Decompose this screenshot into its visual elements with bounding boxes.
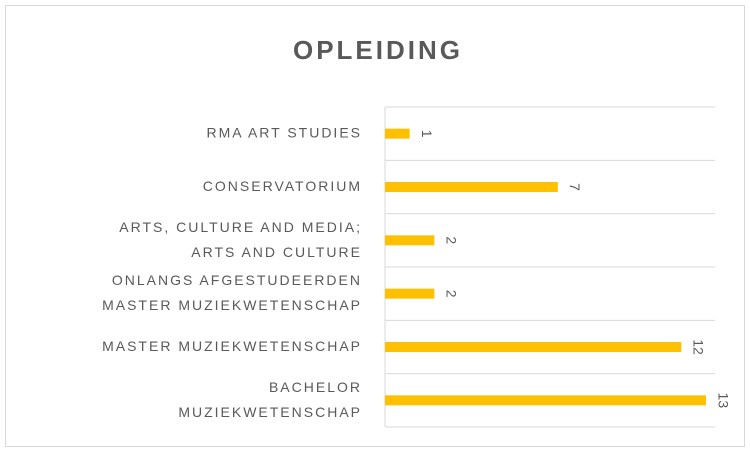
bar [385, 235, 435, 246]
chart-title: OPLEIDING [293, 35, 463, 65]
category-label: RMA ART STUDIES [206, 124, 362, 140]
value-label: 2 [444, 290, 460, 298]
bar [385, 395, 706, 406]
category-label: BACHELOR MUZIEKWETENSCHAP [178, 379, 362, 420]
category-label: MASTER MUZIEKWETENSCHAP [102, 338, 362, 354]
value-label: 12 [691, 339, 707, 355]
value-label: 7 [567, 183, 583, 191]
category-label: ARTS, CULTURE AND MEDIA; ARTS AND CULTURE [119, 219, 362, 260]
chart-border [5, 5, 745, 447]
category-label: ONLANGS AFGESTUDEERDEN MASTER MUZIEKWETEN… [102, 272, 362, 313]
bar [385, 288, 435, 299]
value-label: 13 [715, 393, 731, 409]
bar [385, 342, 682, 352]
value-label: 1 [419, 130, 435, 138]
category-label: CONSERVATORIUM [203, 178, 362, 194]
bar [385, 128, 410, 139]
bar [385, 182, 558, 192]
value-label: 2 [444, 236, 460, 244]
